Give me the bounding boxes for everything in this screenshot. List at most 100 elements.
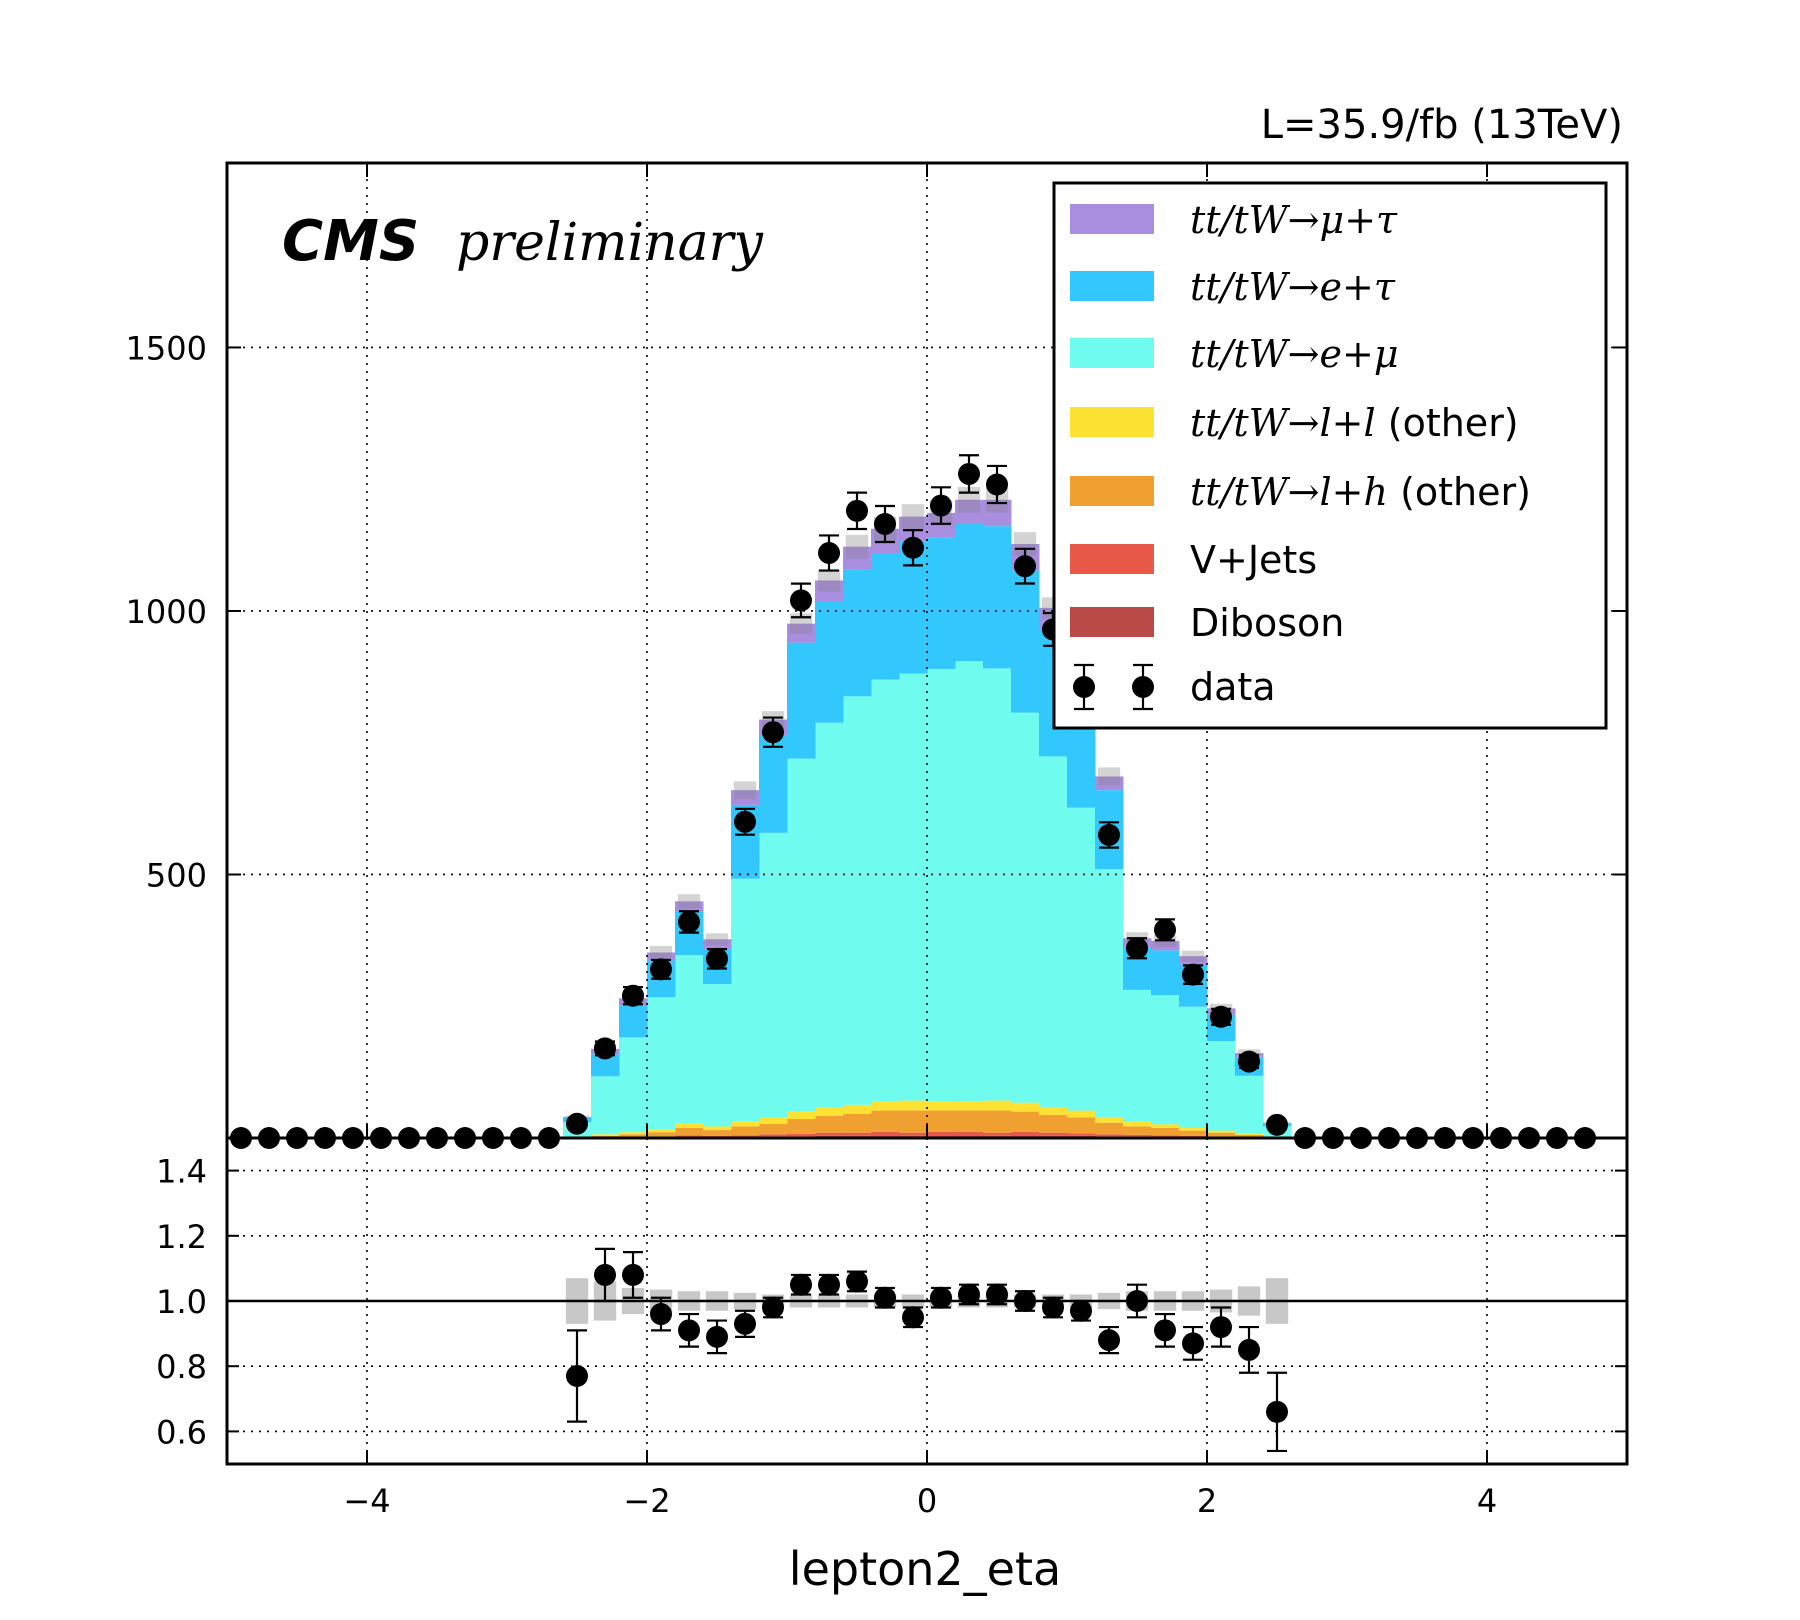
bar-2-17	[1039, 1114, 1068, 1133]
bar-6-6	[731, 790, 760, 805]
bar-2-14	[955, 1110, 984, 1132]
bar-6-9	[815, 580, 844, 602]
ratio-plot	[225, 1136, 1629, 1466]
legend-label-1: tt/tW→e+τ	[1190, 265, 1396, 309]
data-point-0	[566, 1112, 588, 1135]
bar-5-13	[927, 537, 956, 669]
legend-data-point-1	[1132, 676, 1154, 698]
legend-swatch-5	[1070, 544, 1154, 574]
legend-label-text-7: data	[1190, 665, 1276, 709]
bar-2-12	[899, 1110, 928, 1133]
bar-1-5	[703, 1135, 732, 1137]
bar-1-21	[1151, 1135, 1180, 1137]
cms-label: CMS	[282, 209, 419, 274]
bar-1-4	[675, 1135, 704, 1137]
mc-unc-band-9	[817, 569, 841, 592]
bar-4-17	[1039, 756, 1068, 1107]
bar-6-15	[983, 499, 1012, 527]
bar-6-3	[647, 952, 676, 961]
bar-1-15	[983, 1132, 1012, 1136]
legend-label-3: tt/tW→l+l (other)	[1190, 401, 1519, 445]
data-point-21	[1154, 918, 1176, 941]
ratio-point-2	[622, 1263, 644, 1286]
bar-4-13	[927, 668, 956, 1102]
ratio-point-5	[706, 1325, 728, 1348]
legend-label-4: tt/tW→l+h (other)	[1190, 470, 1531, 514]
data-point-4	[678, 910, 700, 933]
ratio-tick-label-4: 1.4	[156, 1153, 207, 1191]
y-tick-label-0: 500	[146, 856, 207, 894]
data-point-5	[706, 947, 728, 970]
bar-2-10	[843, 1113, 872, 1133]
ratio-point-7	[762, 1296, 784, 1319]
data-point-11	[874, 513, 896, 536]
bar-4-18	[1067, 807, 1096, 1111]
x-tick-label-1: −2	[623, 1482, 670, 1520]
bar-4-5	[703, 984, 732, 1127]
legend-label-math-0: tt/tW→μ+τ	[1190, 198, 1398, 242]
legend-label-2: tt/tW→e+μ	[1190, 332, 1399, 376]
bar-1-11	[871, 1131, 900, 1136]
ratio-tick-label-0: 0.6	[156, 1413, 207, 1451]
bar-1-14	[955, 1131, 984, 1136]
bar-2-9	[815, 1115, 844, 1133]
bar-5-2	[619, 1005, 648, 1038]
bar-1-6	[731, 1135, 760, 1137]
ratio-tick-label-3: 1.2	[156, 1218, 207, 1256]
bar-5-9	[815, 601, 844, 723]
x-tick-label-4: 4	[1477, 1482, 1497, 1520]
legend-label-text-6: Diboson	[1190, 601, 1344, 645]
bar-1-16	[1011, 1131, 1040, 1136]
ratio-tick-label-1: 0.8	[156, 1348, 207, 1386]
bar-2-8	[787, 1119, 816, 1134]
bar-3-4	[675, 1123, 704, 1128]
ratio-point-17	[1042, 1296, 1064, 1319]
data-point-12	[902, 536, 924, 559]
bar-4-19	[1095, 869, 1124, 1117]
luminosity-label: L=35.9/fb (13TeV)	[1261, 102, 1623, 148]
data-point-3	[650, 958, 672, 981]
bar-4-14	[955, 661, 984, 1102]
y-tick-label-1: 1000	[126, 593, 207, 631]
bar-3-14	[955, 1101, 984, 1111]
bar-4-21	[1151, 995, 1180, 1125]
bar-2-20	[1123, 1126, 1152, 1135]
bar-4-16	[1011, 712, 1040, 1103]
data-point-8	[790, 589, 812, 612]
bar-3-6	[731, 1121, 760, 1127]
ratio-point-3	[650, 1303, 672, 1326]
legend-label-math-1: tt/tW→e+τ	[1190, 265, 1396, 309]
legend-label-7: data	[1190, 665, 1276, 709]
ratio-point-15	[986, 1283, 1008, 1306]
data-point-15	[986, 473, 1008, 496]
bar-4-2	[619, 1037, 648, 1133]
bar-3-1	[591, 1134, 620, 1136]
legend-data-point-0	[1073, 676, 1095, 698]
mc-unc-band-4	[677, 894, 701, 909]
bar-3-19	[1095, 1116, 1124, 1123]
data-point-14	[958, 462, 980, 485]
legend-swatch-6	[1070, 607, 1154, 637]
bar-4-4	[675, 955, 704, 1124]
mc-unc-band-6	[733, 781, 757, 799]
ratio-point-24	[1238, 1338, 1260, 1361]
axes-text: 500 1000 1500 0.6 0.8 1.0 1.2 1.4 −4 −2 0 2 4	[126, 329, 1498, 1520]
legend-label-6: Diboson	[1190, 601, 1344, 645]
x-tick-label-0: −4	[343, 1482, 390, 1520]
bar-1-20	[1123, 1134, 1152, 1137]
ratio-point-4	[678, 1319, 700, 1342]
bar-4-20	[1123, 989, 1152, 1122]
bar-2-5	[703, 1130, 732, 1136]
bar-5-1	[591, 1054, 620, 1077]
x-axis-label: lepton2_eta	[789, 1542, 1061, 1596]
bar-6-4	[675, 901, 704, 912]
mc-unc-band-10	[845, 534, 869, 559]
bar-5-8	[787, 642, 816, 759]
legend-label-text-5: V+Jets	[1190, 538, 1317, 582]
ratio-point-0	[566, 1364, 588, 1387]
bar-3-21	[1151, 1124, 1180, 1128]
bar-5-14	[955, 524, 984, 662]
legend-swatch-2	[1070, 338, 1154, 368]
bar-3-22	[1179, 1127, 1208, 1131]
